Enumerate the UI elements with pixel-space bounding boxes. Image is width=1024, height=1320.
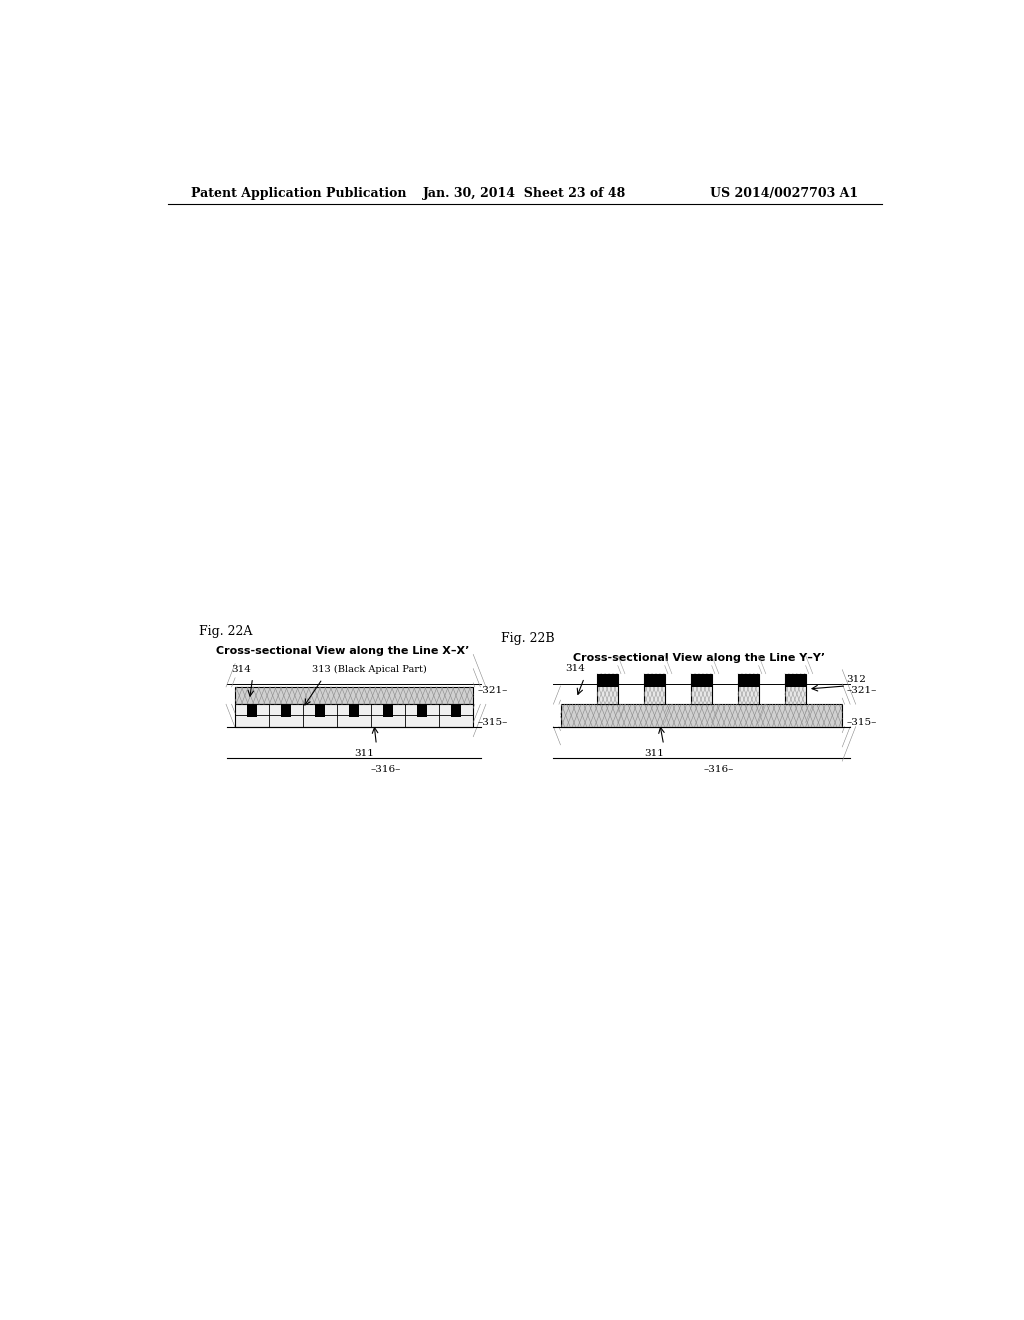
- Bar: [738, 673, 759, 704]
- Bar: [738, 673, 759, 686]
- Bar: [315, 704, 325, 717]
- Bar: [383, 704, 393, 717]
- Bar: [236, 704, 473, 726]
- Text: Cross-sectional View along the Line X–X’: Cross-sectional View along the Line X–X’: [216, 647, 469, 656]
- Text: –316–: –316–: [705, 766, 734, 775]
- Text: 313 (Black Apical Part): 313 (Black Apical Part): [312, 664, 427, 673]
- Text: 314: 314: [565, 664, 585, 673]
- Bar: [282, 704, 291, 717]
- Text: 312: 312: [846, 675, 866, 684]
- Text: 311: 311: [644, 748, 665, 758]
- Bar: [785, 673, 806, 704]
- Text: Fig. 22A: Fig. 22A: [200, 624, 253, 638]
- Bar: [248, 704, 257, 717]
- Bar: [597, 673, 617, 686]
- Text: 314: 314: [231, 665, 252, 673]
- Bar: [691, 673, 712, 704]
- Text: –316–: –316–: [371, 766, 401, 775]
- Text: –321–: –321–: [846, 686, 877, 696]
- Bar: [785, 673, 806, 686]
- Text: Patent Application Publication: Patent Application Publication: [191, 187, 407, 201]
- Text: 311: 311: [354, 748, 375, 758]
- Bar: [349, 704, 359, 717]
- Bar: [644, 673, 665, 686]
- Text: Jan. 30, 2014  Sheet 23 of 48: Jan. 30, 2014 Sheet 23 of 48: [423, 187, 627, 201]
- Text: –315–: –315–: [846, 718, 877, 727]
- Bar: [418, 704, 427, 717]
- Text: Fig. 22B: Fig. 22B: [501, 632, 555, 644]
- Bar: [560, 704, 842, 726]
- Bar: [597, 673, 617, 704]
- Bar: [644, 673, 665, 704]
- Bar: [691, 673, 712, 686]
- Bar: [236, 686, 473, 704]
- Text: –315–: –315–: [477, 718, 508, 727]
- Text: –321–: –321–: [477, 686, 508, 696]
- Bar: [452, 704, 461, 717]
- Text: US 2014/0027703 A1: US 2014/0027703 A1: [710, 187, 858, 201]
- Text: Cross-sectional View along the Line Y–Y’: Cross-sectional View along the Line Y–Y’: [573, 653, 825, 664]
